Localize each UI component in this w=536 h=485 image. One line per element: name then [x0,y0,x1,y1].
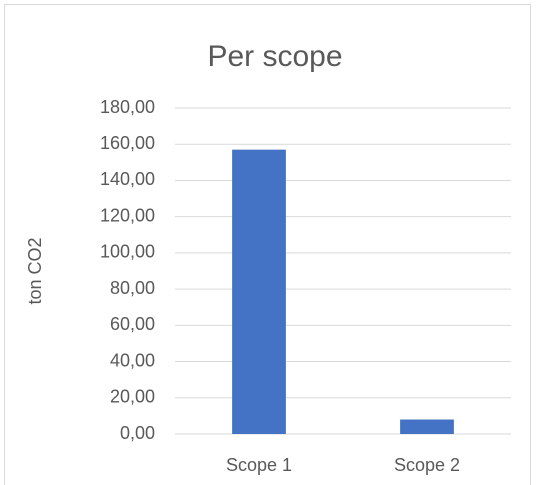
chart-title: Per scope [207,40,342,73]
x-tick-label: Scope 1 [226,455,292,475]
y-tick-label: 20,00 [110,387,155,407]
x-tick-label: Scope 2 [394,455,460,475]
y-tick-label: 120,00 [100,205,155,225]
y-tick-label: 160,00 [100,133,155,153]
y-tick-label: 180,00 [100,97,155,117]
y-tick-label: 140,00 [100,169,155,189]
y-tick-label: 80,00 [110,278,155,298]
bar [232,149,286,434]
y-tick-label: 100,00 [100,242,155,262]
y-tick-label: 0,00 [120,423,155,443]
y-tick-label: 40,00 [110,350,155,370]
y-tick-label: 60,00 [110,314,155,334]
y-axis-label: ton CO2 [25,237,45,304]
bar [400,419,454,434]
